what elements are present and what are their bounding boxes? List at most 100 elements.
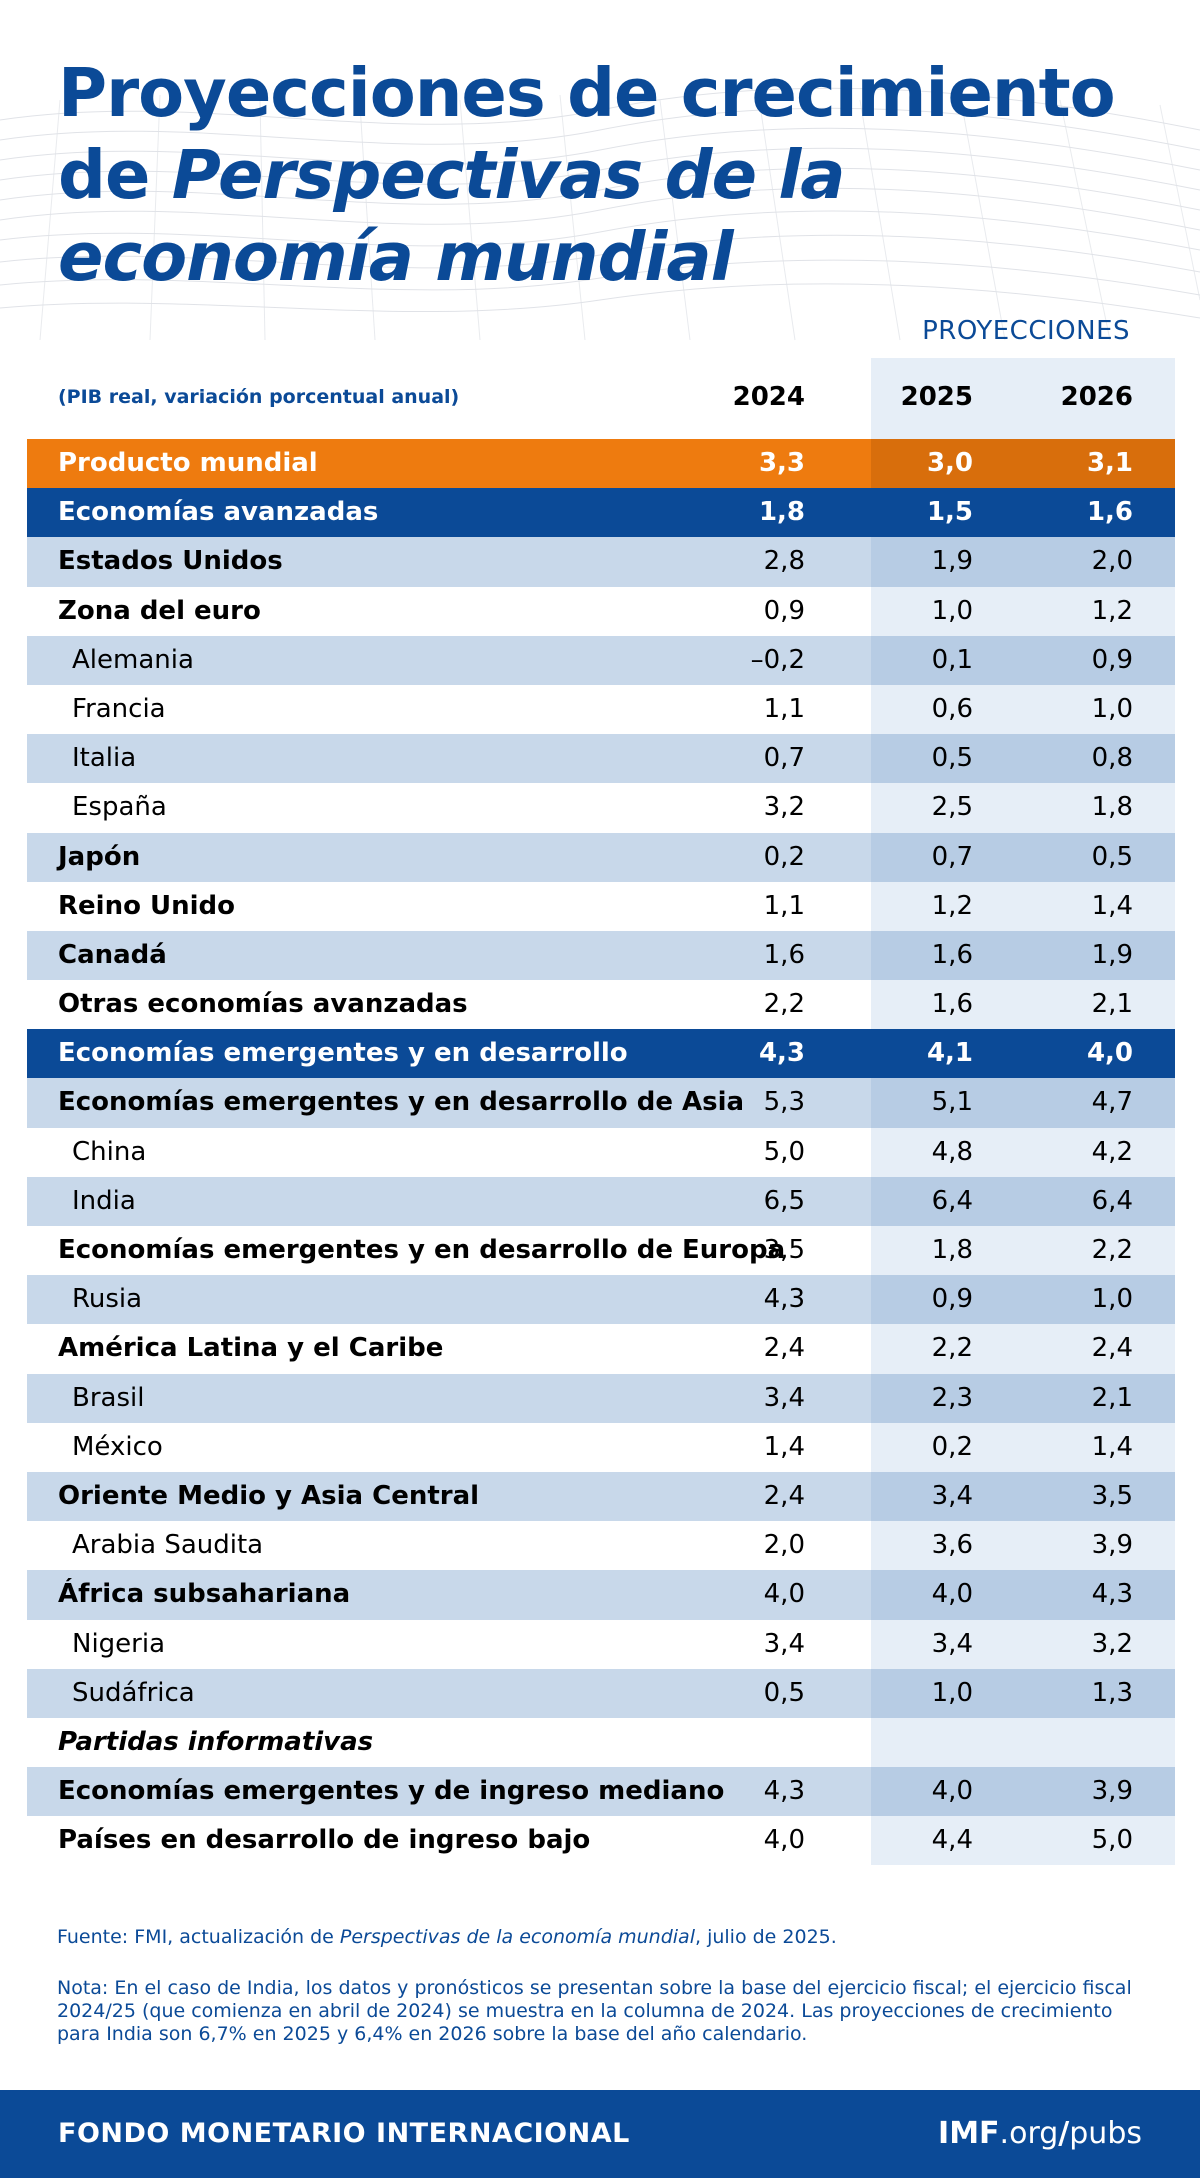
value-2024: 3,3 bbox=[758, 448, 805, 478]
value-2024: 5,0 bbox=[763, 1136, 805, 1167]
table-row: Reino Unido 1,1 1,2 1,4 bbox=[27, 881, 1175, 931]
row-label: Zona del euro bbox=[58, 595, 261, 626]
value-2024: 2,4 bbox=[763, 1480, 805, 1511]
row-background bbox=[27, 1275, 871, 1325]
value-2026: 3,9 bbox=[1091, 1530, 1133, 1561]
table-row: Sudáfrica 0,5 1,0 1,3 bbox=[27, 1668, 1175, 1718]
value-2025: 2,2 bbox=[931, 1333, 973, 1364]
value-2026: 2,1 bbox=[1091, 989, 1133, 1020]
row-background bbox=[27, 980, 871, 1030]
source-publication: Perspectivas de la economía mundial bbox=[339, 1926, 695, 1948]
table-subtitle: (PIB real, variación porcentual anual) bbox=[58, 386, 460, 408]
row-background bbox=[27, 1668, 871, 1718]
row-label: Producto mundial bbox=[58, 448, 318, 478]
wave-mesh-background bbox=[0, 87, 1200, 341]
value-2026: 4,3 bbox=[1091, 1579, 1133, 1610]
row-background bbox=[27, 1324, 871, 1374]
row-background bbox=[27, 734, 871, 784]
row-background bbox=[27, 881, 871, 931]
row-label: Economías emergentes y en desarrollo de … bbox=[58, 1087, 745, 1118]
value-2025: 3,6 bbox=[931, 1530, 973, 1561]
row-background bbox=[27, 439, 871, 489]
table-row: Economías emergentes y en desarrollo de … bbox=[27, 1078, 1175, 1128]
table-row: África subsahariana 4,0 4,0 4,3 bbox=[27, 1570, 1175, 1620]
projections-label: PROYECCIONES bbox=[922, 316, 1130, 346]
row-background bbox=[27, 1226, 871, 1276]
value-2024: 4,3 bbox=[763, 1776, 805, 1807]
growth-projections-table: Producto mundial 3,3 3,0 3,1 Economías avanz… bbox=[27, 439, 1175, 1866]
value-2024: 6,5 bbox=[763, 1185, 805, 1216]
row-label: Partidas informativas bbox=[58, 1726, 374, 1757]
row-projection-background bbox=[871, 1127, 1175, 1177]
value-2026: 0,8 bbox=[1091, 743, 1133, 774]
table-row: España 3,2 2,5 1,8 bbox=[27, 783, 1175, 833]
link-org: .org bbox=[999, 2116, 1059, 2151]
row-projection-background bbox=[871, 684, 1175, 735]
row-label: Reino Unido bbox=[58, 890, 235, 921]
value-2024: 2,2 bbox=[763, 989, 805, 1020]
row-label: Brasil bbox=[72, 1382, 145, 1413]
row-label: Países en desarrollo de ingreso bajo bbox=[58, 1825, 591, 1856]
row-background bbox=[27, 684, 871, 735]
value-2024: 3,2 bbox=[763, 792, 805, 823]
value-2025: 3,4 bbox=[931, 1628, 973, 1659]
value-2026: 1,4 bbox=[1091, 890, 1133, 921]
value-2024: 4,3 bbox=[763, 1284, 805, 1315]
value-2025: 1,9 bbox=[931, 546, 973, 577]
row-label: África subsahariana bbox=[58, 1579, 351, 1610]
table-row: Nigeria 3,4 3,4 3,2 bbox=[27, 1619, 1175, 1669]
organization-name: FONDO MONETARIO INTERNACIONAL bbox=[58, 2118, 630, 2149]
table-row: Rusia 4,3 0,9 1,0 bbox=[27, 1275, 1175, 1325]
row-projection-background bbox=[871, 1767, 1175, 1817]
row-label: México bbox=[72, 1431, 163, 1462]
value-2024: 0,9 bbox=[763, 595, 805, 626]
row-projection-background bbox=[871, 734, 1175, 784]
row-background bbox=[27, 488, 871, 538]
value-2025: 1,0 bbox=[931, 595, 973, 626]
value-2025: 4,0 bbox=[931, 1776, 973, 1807]
row-label: Rusia bbox=[72, 1284, 143, 1315]
row-label: Economías emergentes y en desarrollo bbox=[58, 1038, 628, 1069]
row-label: Oriente Medio y Asia Central bbox=[58, 1480, 480, 1511]
value-2025: 4,0 bbox=[931, 1579, 973, 1610]
value-2026: 1,0 bbox=[1091, 1284, 1133, 1315]
row-projection-background bbox=[871, 980, 1175, 1030]
row-background bbox=[27, 783, 871, 833]
value-2026: 4,2 bbox=[1091, 1136, 1133, 1167]
table-row: Economías emergentes y de ingreso median… bbox=[27, 1767, 1175, 1817]
value-2024: 3,5 bbox=[763, 1235, 805, 1265]
row-projection-background bbox=[871, 1816, 1175, 1866]
row-projection-background bbox=[871, 1176, 1175, 1226]
value-2024: 5,3 bbox=[763, 1087, 805, 1118]
row-background bbox=[27, 1816, 871, 1866]
imf-pubs-link[interactable]: IMF.org/pubs bbox=[938, 2090, 1142, 2178]
table-row: Estados Unidos 2,8 1,9 2,0 bbox=[27, 537, 1175, 587]
value-2025: 2,5 bbox=[931, 792, 973, 823]
value-2025: 1,6 bbox=[931, 939, 973, 970]
footnote: Nota: En el caso de India, los datos y p… bbox=[57, 1977, 1132, 2045]
table-row: América Latina y el Caribe 2,4 2,2 2,4 bbox=[27, 1324, 1175, 1374]
row-label: Alemania bbox=[72, 644, 194, 675]
row-projection-background bbox=[871, 1029, 1175, 1079]
value-2026: 1,0 bbox=[1091, 693, 1133, 724]
row-background bbox=[27, 1127, 871, 1177]
row-label: España bbox=[72, 792, 167, 823]
row-projection-background bbox=[871, 635, 1175, 685]
value-2024: 4,3 bbox=[758, 1038, 805, 1069]
column-header-2025: 2025 bbox=[900, 382, 973, 412]
row-label: Arabia Saudita bbox=[72, 1530, 264, 1561]
value-2024: 1,1 bbox=[763, 693, 805, 724]
value-2026: 2,2 bbox=[1091, 1235, 1133, 1265]
value-2026: 2,4 bbox=[1091, 1333, 1133, 1364]
row-label: India bbox=[72, 1185, 136, 1216]
row-background bbox=[27, 1029, 871, 1079]
row-projection-background bbox=[871, 1373, 1175, 1423]
table-row: China 5,0 4,8 4,2 bbox=[27, 1127, 1175, 1177]
row-label: Francia bbox=[72, 693, 166, 724]
value-2025: 3,4 bbox=[931, 1480, 973, 1511]
title-text: Proyecciones de crecimiento de bbox=[58, 54, 1116, 214]
link-imf: IMF bbox=[938, 2116, 1000, 2151]
row-background bbox=[27, 537, 871, 587]
value-2026: 4,0 bbox=[1086, 1038, 1133, 1069]
row-projection-background bbox=[871, 1471, 1175, 1522]
